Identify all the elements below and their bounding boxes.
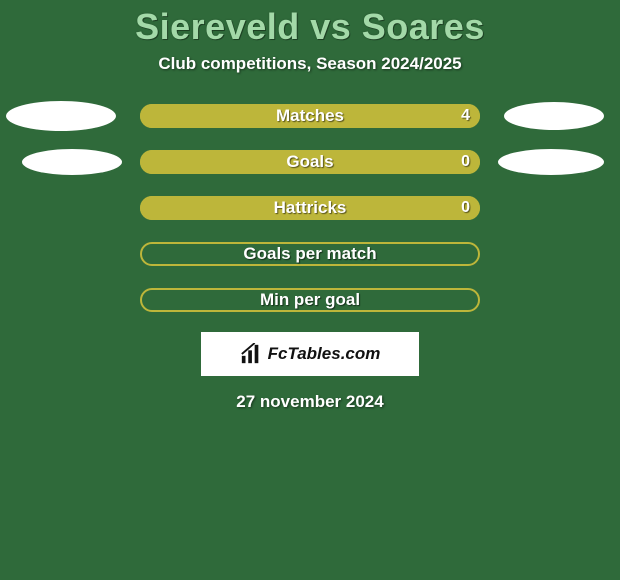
stat-label: Matches	[276, 106, 344, 126]
logo-text: FcTables.com	[268, 344, 381, 364]
side-marker-right	[498, 149, 604, 175]
stat-value: 0	[461, 199, 470, 217]
stat-value: 4	[461, 107, 470, 125]
stat-bar: Matches 4	[140, 104, 480, 128]
comparison-infographic: Siereveld vs Soares Club competitions, S…	[0, 0, 620, 580]
stat-row: Min per goal	[0, 288, 620, 312]
stat-row: Goals 0	[0, 150, 620, 174]
side-marker-right	[504, 102, 604, 130]
stat-bar: Goals 0	[140, 150, 480, 174]
stat-label: Goals	[286, 152, 333, 172]
side-marker-left	[22, 149, 122, 175]
stat-row: Matches 4	[0, 104, 620, 128]
date-text: 27 november 2024	[236, 392, 383, 412]
page-title: Siereveld vs Soares	[135, 6, 485, 48]
side-marker-left	[6, 101, 116, 131]
stat-bar: Min per goal	[140, 288, 480, 312]
page-subtitle: Club competitions, Season 2024/2025	[158, 54, 461, 74]
stat-bar: Goals per match	[140, 242, 480, 266]
stat-label: Hattricks	[274, 198, 347, 218]
stat-bar: Hattricks 0	[140, 196, 480, 220]
stat-rows: Matches 4 Goals 0 Hattricks 0 Goals per match M…	[0, 104, 620, 312]
stat-row: Goals per match	[0, 242, 620, 266]
stat-row: Hattricks 0	[0, 196, 620, 220]
stat-label: Goals per match	[243, 244, 376, 264]
stat-value: 0	[461, 153, 470, 171]
logo-box: FcTables.com	[201, 332, 419, 376]
stat-label: Min per goal	[260, 290, 360, 310]
bar-chart-icon	[240, 343, 262, 365]
